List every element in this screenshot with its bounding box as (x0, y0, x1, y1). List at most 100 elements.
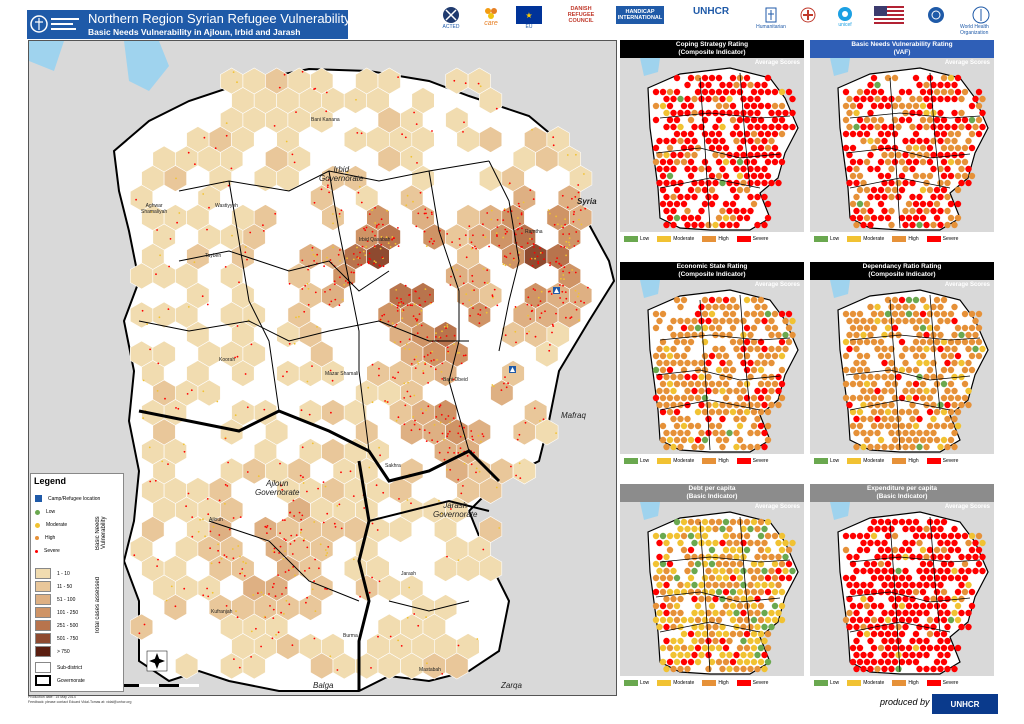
panel-average-label: Average Scores (754, 282, 800, 288)
label-irbid-governorate: Irbid Governorate (319, 165, 364, 183)
panel-legend: Low Moderate High Severe (814, 234, 990, 244)
partner-acted: ACTED (436, 6, 466, 36)
label-mafraq: Mafraq (561, 411, 586, 420)
panel-average-label: Average Scores (754, 60, 800, 66)
label-kufranjah: Kufranjah (211, 609, 233, 615)
partner-who: World Health Organization (960, 6, 1002, 36)
page-title: Northern Region Syrian Refugee Vulnerabi… (88, 11, 351, 26)
legend-title: Legend (34, 476, 67, 486)
panel-title: Basic Needs Vulnerability Rating (VAF) (810, 40, 994, 59)
panel-legend-item: Severe (736, 236, 768, 242)
panel-legend-item: Moderate (657, 236, 694, 242)
label-ajloun: Ajloun (209, 517, 223, 523)
legend-range-1: 11 - 50 (35, 581, 72, 592)
panel-map: Average Scores (810, 58, 994, 232)
legend-cases-title: Total cases assessed (95, 576, 101, 634)
label-ajloun-governorate: Ajloun Governorate (255, 479, 300, 497)
logo-icon (27, 10, 83, 39)
panel-legend: Low Moderate High Severe (814, 678, 990, 688)
panel-legend-item: Severe (926, 680, 958, 686)
label-burma: Burma (343, 633, 358, 639)
label-jarash: Jarash (401, 571, 417, 577)
legend-range-2: 51 - 100 (35, 594, 75, 605)
panel-legend: Low Moderate High Severe (624, 456, 800, 466)
main-map[interactable]: Bani Kanana Irbid Governorate Aghwar Sha… (28, 40, 617, 696)
label-aghwar: Aghwar Shamaliyah (141, 203, 168, 215)
panel-map: Average Scores (810, 280, 994, 454)
label-koorah: Koorah (219, 357, 236, 363)
panel-legend-item: Low (624, 680, 649, 686)
panel-debt: Debt per capita (Basic Indicator) Average… (620, 484, 804, 696)
partner-humanitarian: Humanitarian (756, 6, 786, 36)
panel-legend-item: Severe (926, 458, 958, 464)
legend-governorate: Governorate (35, 675, 85, 686)
unhcr-logo: UNHCR (932, 694, 998, 714)
label-bani-kanana: Bani Kanana (311, 117, 340, 123)
panel-legend-item: High (702, 680, 729, 686)
label-irbid-qasabah: Irbid Qasabah (359, 237, 391, 243)
partner-logos: ACTED care ★ EU DANISH REFUGEE COUNCIL HA… (436, 6, 1024, 38)
panel-legend-item: High (702, 236, 729, 242)
label-taybeh: Taybeh (205, 253, 222, 259)
panel-coping-strategy: Coping Strategy Rating (Composite Indica… (620, 40, 804, 252)
header-banner: Northern Region Syrian Refugee Vulnerabi… (27, 10, 351, 39)
legend-range-0: 1 - 10 (35, 568, 70, 579)
label-zarqa: Zarqa (501, 681, 522, 690)
panel-expenditure: Expenditure per capita (Basic Indicator)… (810, 484, 994, 696)
panel-average-label: Average Scores (944, 282, 990, 288)
panel-dependancy-ratio: Dependancy Ratio Rating (Composite Indic… (810, 262, 994, 474)
panel-legend-item: Severe (926, 236, 958, 242)
panel-map: Average Scores (620, 502, 804, 676)
panel-legend-item: Moderate (657, 458, 694, 464)
partner-hi: HANDICAP INTERNATIONAL (615, 6, 665, 36)
panel-average-label: Average Scores (944, 504, 990, 510)
legend-bnv-title: Basic Needs Vulnerability (95, 516, 107, 550)
label-jarash-governorate: Jarash Governorate (433, 501, 478, 519)
legend-camp: Camp/Refugee location (35, 495, 100, 502)
panel-map: Average Scores (620, 280, 804, 454)
label-mazar: Mazar Shamali (325, 371, 359, 377)
legend-range-5: 501 - 750 (35, 633, 78, 644)
label-wastiyyeh: Wastiyyeh (215, 203, 238, 209)
label-bani-obeid: Bani Obeid (443, 377, 468, 383)
legend-high: High (35, 535, 55, 541)
panel-legend-item: Moderate (847, 680, 884, 686)
panel-legend-item: Low (624, 236, 649, 242)
panel-title: Coping Strategy Rating (Composite Indica… (620, 40, 804, 59)
panel-title: Expenditure per capita (Basic Indicator) (810, 484, 994, 503)
page-subtitle: Basic Needs Vulnerability in Ajloun, Irb… (88, 27, 301, 37)
label-ramtha: Ramtha (525, 229, 543, 235)
partner-drc: DANISH REFUGEE COUNCIL (567, 6, 595, 24)
legend-low: Low (35, 509, 55, 515)
panel-legend-item: Low (624, 458, 649, 464)
panel-legend-item: High (892, 458, 919, 464)
produced-by-label: produced by (880, 697, 930, 707)
partner-eu: ★ EU (514, 6, 544, 36)
partner-redcross-icon (796, 6, 820, 36)
legend-severe: Severe (35, 548, 60, 554)
panel-legend-item: High (892, 236, 919, 242)
panel-title: Economic State Rating (Composite Indicat… (620, 262, 804, 281)
panel-legend-item: Moderate (847, 236, 884, 242)
panel-legend-item: Moderate (657, 680, 694, 686)
partner-usa-flag-icon (872, 6, 906, 36)
panel-title: Dependancy Ratio Rating (Composite Indic… (810, 262, 994, 281)
panel-legend: Low Moderate High Severe (814, 456, 990, 466)
panel-legend-item: Severe (736, 680, 768, 686)
panel-legend: Low Moderate High Severe (624, 678, 800, 688)
panel-map: Average Scores (620, 58, 804, 232)
panel-average-label: Average Scores (944, 60, 990, 66)
label-mastabah: Mastabah (419, 667, 441, 673)
label-balga: Balga (313, 681, 334, 690)
partner-unhcr: UNHCR (692, 6, 730, 17)
label-syria: Syria (577, 197, 597, 206)
legend-range-6: > 750 (35, 646, 70, 657)
panel-legend: Low Moderate High Severe (624, 234, 800, 244)
panel-average-label: Average Scores (754, 504, 800, 510)
panel-legend-item: Low (814, 458, 839, 464)
legend-range-4: 251 - 500 (35, 620, 78, 631)
label-sakhra: Sakhra (385, 463, 401, 469)
partner-wfp-icon (924, 6, 948, 36)
partner-care: care (476, 6, 506, 36)
legend-subdistrict: Sub-district (35, 662, 82, 673)
